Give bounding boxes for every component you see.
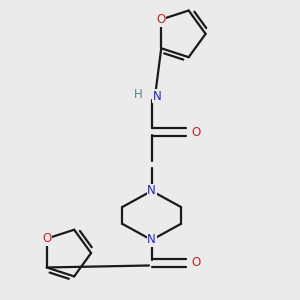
- Text: O: O: [42, 232, 51, 245]
- Text: O: O: [191, 125, 200, 139]
- Text: N: N: [147, 233, 156, 247]
- Text: H: H: [134, 88, 143, 101]
- Text: N: N: [147, 184, 156, 197]
- Text: O: O: [191, 256, 200, 269]
- Text: O: O: [157, 13, 166, 26]
- Text: N: N: [153, 89, 162, 103]
